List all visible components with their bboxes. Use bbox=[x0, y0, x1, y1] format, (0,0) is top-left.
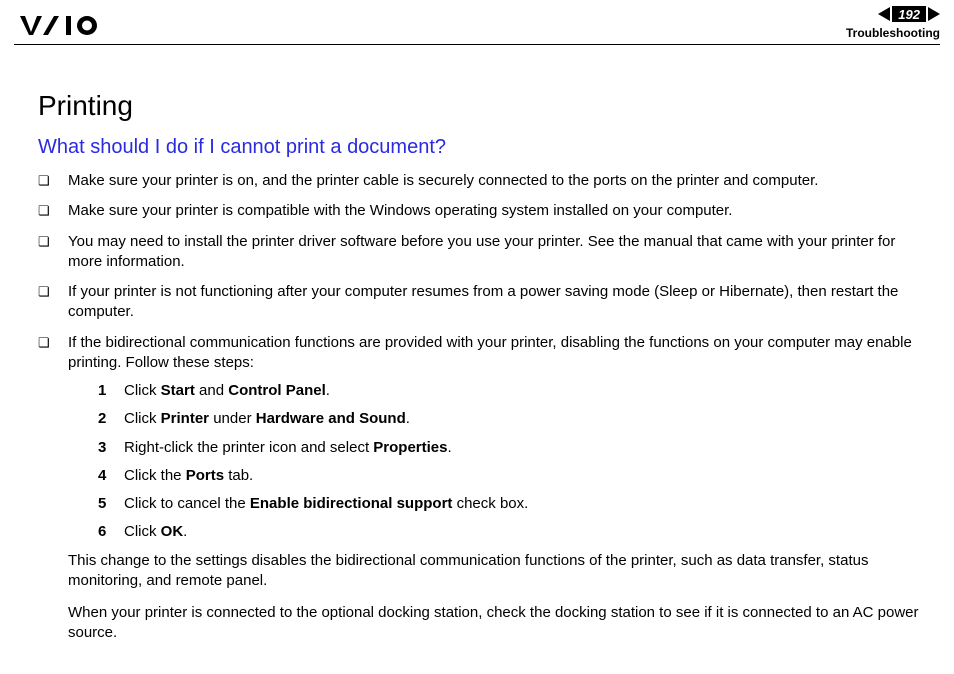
page: 192 Troubleshooting Printing What should… bbox=[0, 0, 954, 674]
header-rule bbox=[14, 44, 940, 45]
bold-text: OK bbox=[161, 523, 184, 540]
header: 192 Troubleshooting bbox=[0, 0, 954, 48]
paragraph: When your printer is connected to the op… bbox=[68, 603, 928, 644]
step-text: . bbox=[447, 439, 451, 456]
step-text: . bbox=[326, 382, 330, 399]
steps-list: 1 Click Start and Control Panel. 2 Click… bbox=[98, 381, 928, 543]
bold-text: Ports bbox=[186, 467, 224, 484]
step-text: tab. bbox=[224, 467, 253, 484]
list-item: You may need to install the printer driv… bbox=[38, 232, 928, 273]
step-text: . bbox=[183, 523, 187, 540]
step-item: 5 Click to cancel the Enable bidirection… bbox=[98, 494, 928, 514]
bold-text: Printer bbox=[161, 410, 209, 427]
step-text: Right-click the printer icon and select bbox=[124, 439, 373, 456]
section-label: Troubleshooting bbox=[846, 26, 940, 40]
step-text: Click the bbox=[124, 467, 186, 484]
bold-text: Control Panel bbox=[228, 382, 326, 399]
step-text: Click to cancel the bbox=[124, 495, 250, 512]
step-text: Click bbox=[124, 523, 161, 540]
list-item: Make sure your printer is on, and the pr… bbox=[38, 171, 928, 191]
bold-text: Hardware and Sound bbox=[256, 410, 406, 427]
step-text: . bbox=[406, 410, 410, 427]
step-item: 6 Click OK. bbox=[98, 522, 928, 542]
content: Printing What should I do if I cannot pr… bbox=[38, 90, 928, 656]
step-text: Click bbox=[124, 410, 161, 427]
page-nav: 192 bbox=[878, 6, 940, 22]
prev-page-icon[interactable] bbox=[878, 7, 890, 21]
step-text: and bbox=[195, 382, 228, 399]
step-text: check box. bbox=[452, 495, 528, 512]
bold-text: Start bbox=[161, 382, 195, 399]
list-item: If your printer is not functioning after… bbox=[38, 282, 928, 323]
list-item: If the bidirectional communication funct… bbox=[38, 333, 928, 644]
bullet-list: Make sure your printer is on, and the pr… bbox=[38, 171, 928, 644]
step-text: Click bbox=[124, 382, 161, 399]
step-text: under bbox=[209, 410, 256, 427]
step-item: 3 Right-click the printer icon and selec… bbox=[98, 438, 928, 458]
bold-text: Properties bbox=[373, 439, 447, 456]
bold-text: Enable bidirectional support bbox=[250, 495, 453, 512]
step-item: 2 Click Printer under Hardware and Sound… bbox=[98, 409, 928, 429]
next-page-icon[interactable] bbox=[928, 7, 940, 21]
step-item: 1 Click Start and Control Panel. bbox=[98, 381, 928, 401]
vaio-logo bbox=[20, 14, 110, 41]
page-subtitle: What should I do if I cannot print a doc… bbox=[38, 136, 928, 159]
list-item-text: If the bidirectional communication funct… bbox=[68, 334, 912, 371]
page-title: Printing bbox=[38, 90, 928, 122]
step-item: 4 Click the Ports tab. bbox=[98, 466, 928, 486]
list-item: Make sure your printer is compatible wit… bbox=[38, 201, 928, 221]
page-number: 192 bbox=[892, 6, 926, 22]
paragraph: This change to the settings disables the… bbox=[68, 551, 928, 592]
